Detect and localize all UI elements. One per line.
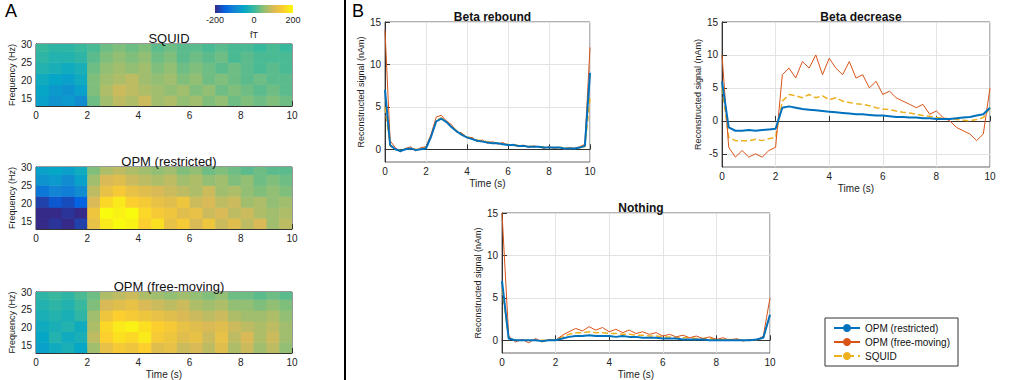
svg-text:25: 25 <box>21 304 33 315</box>
svg-text:25: 25 <box>21 180 33 191</box>
svg-text:Time (s): Time (s) <box>618 369 654 380</box>
svg-text:OPM (free-moving): OPM (free-moving) <box>865 337 950 348</box>
svg-text:25: 25 <box>21 57 33 68</box>
svg-text:10: 10 <box>764 357 776 368</box>
svg-text:2: 2 <box>84 357 90 368</box>
svg-text:Beta rebound: Beta rebound <box>454 10 531 24</box>
svg-text:-200: -200 <box>206 15 224 25</box>
svg-text:20: 20 <box>21 198 33 209</box>
svg-text:4: 4 <box>606 357 612 368</box>
svg-text:200: 200 <box>285 15 300 25</box>
svg-text:0: 0 <box>492 335 498 346</box>
svg-text:OPM (free-moving): OPM (free-moving) <box>114 279 225 294</box>
svg-text:2: 2 <box>553 357 559 368</box>
svg-text:6: 6 <box>187 357 193 368</box>
svg-text:0: 0 <box>33 357 39 368</box>
svg-text:6: 6 <box>187 110 193 121</box>
svg-text:4: 4 <box>826 171 832 182</box>
svg-text:15: 15 <box>21 340 33 351</box>
svg-text:0: 0 <box>33 110 39 121</box>
svg-text:Frequency (Hz): Frequency (Hz) <box>7 44 17 106</box>
svg-text:B: B <box>352 1 364 21</box>
svg-text:fT: fT <box>250 30 259 40</box>
svg-text:5: 5 <box>492 292 498 303</box>
svg-text:8: 8 <box>238 110 244 121</box>
svg-text:2: 2 <box>84 110 90 121</box>
svg-text:A: A <box>5 1 17 21</box>
svg-text:30: 30 <box>21 162 33 173</box>
svg-text:10: 10 <box>584 166 596 177</box>
svg-text:8: 8 <box>238 357 244 368</box>
svg-text:6: 6 <box>880 171 886 182</box>
svg-text:8: 8 <box>546 166 552 177</box>
svg-text:Reconstructed signal (nAm): Reconstructed signal (nAm) <box>693 39 703 150</box>
svg-text:10: 10 <box>487 250 499 261</box>
svg-text:2: 2 <box>423 166 429 177</box>
svg-text:0: 0 <box>33 233 39 244</box>
svg-text:0: 0 <box>375 144 381 155</box>
svg-text:10: 10 <box>286 233 298 244</box>
svg-text:4: 4 <box>136 110 142 121</box>
svg-text:Frequency (Hz): Frequency (Hz) <box>7 291 17 353</box>
svg-text:OPM (restricted): OPM (restricted) <box>865 323 938 334</box>
svg-text:10: 10 <box>984 171 996 182</box>
svg-text:5: 5 <box>712 82 718 93</box>
svg-text:8: 8 <box>934 171 940 182</box>
svg-text:15: 15 <box>370 17 382 28</box>
svg-text:2: 2 <box>84 233 90 244</box>
svg-text:Time (s): Time (s) <box>469 178 505 189</box>
svg-text:6: 6 <box>505 166 511 177</box>
svg-text:Time (s): Time (s) <box>146 369 182 380</box>
svg-text:20: 20 <box>21 322 33 333</box>
svg-text:SQUID: SQUID <box>148 31 189 46</box>
svg-text:15: 15 <box>21 93 33 104</box>
svg-text:Beta decrease: Beta decrease <box>820 10 902 24</box>
svg-text:10: 10 <box>370 59 382 70</box>
svg-text:0: 0 <box>499 357 505 368</box>
svg-text:4: 4 <box>464 166 470 177</box>
svg-text:0: 0 <box>251 15 256 25</box>
svg-text:-5: -5 <box>709 148 718 159</box>
svg-text:8: 8 <box>714 357 720 368</box>
svg-text:0: 0 <box>382 166 388 177</box>
svg-text:Frequency (Hz): Frequency (Hz) <box>7 167 17 229</box>
svg-text:10: 10 <box>707 49 719 60</box>
svg-text:30: 30 <box>21 287 33 298</box>
svg-text:8: 8 <box>238 233 244 244</box>
svg-text:0: 0 <box>712 115 718 126</box>
svg-text:Time (s): Time (s) <box>838 183 874 194</box>
svg-text:4: 4 <box>136 233 142 244</box>
svg-text:Reconstructed signal (nAm): Reconstructed signal (nAm) <box>473 227 483 338</box>
svg-text:20: 20 <box>21 75 33 86</box>
svg-text:2: 2 <box>773 171 779 182</box>
svg-text:10: 10 <box>286 357 298 368</box>
svg-text:30: 30 <box>21 39 33 50</box>
svg-text:15: 15 <box>21 216 33 227</box>
svg-text:10: 10 <box>286 110 298 121</box>
svg-text:6: 6 <box>187 233 193 244</box>
svg-text:Nothing: Nothing <box>618 201 663 215</box>
svg-text:Reconstructed signal (nAm): Reconstructed signal (nAm) <box>356 36 366 147</box>
svg-text:SQUID: SQUID <box>865 351 897 362</box>
svg-text:OPM (restricted): OPM (restricted) <box>121 154 216 169</box>
svg-text:15: 15 <box>487 208 499 219</box>
svg-text:15: 15 <box>707 17 719 28</box>
svg-text:0: 0 <box>719 171 725 182</box>
svg-text:5: 5 <box>375 101 381 112</box>
svg-text:4: 4 <box>136 357 142 368</box>
svg-text:6: 6 <box>660 357 666 368</box>
